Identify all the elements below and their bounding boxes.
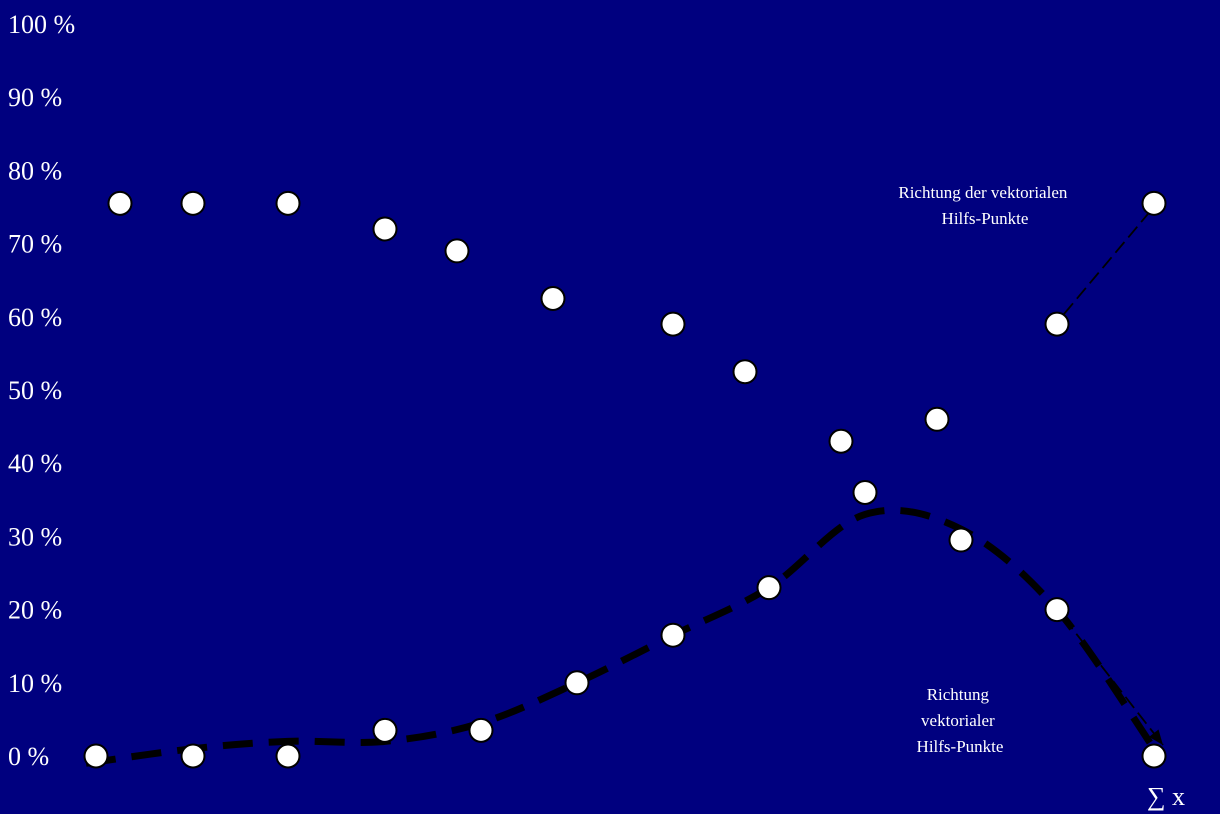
lower-series-point xyxy=(1044,597,1070,623)
upper-series-point xyxy=(180,190,206,216)
lower-series-point xyxy=(948,527,974,553)
upper-series-point xyxy=(444,238,470,264)
y-tick-label: 50 % xyxy=(8,376,62,405)
lower-series-point xyxy=(1141,743,1167,769)
direction-arrow-lower xyxy=(1063,617,1164,746)
y-tick-label: 20 % xyxy=(8,596,62,625)
y-tick-label: 10 % xyxy=(8,669,62,698)
lower-series-point xyxy=(83,743,109,769)
y-axis-ticks: 0 % 10 % 20 % 30 % 40 % 50 % 60 % 70 % 80 % 90 % 1… xyxy=(8,10,75,771)
upper-series-point xyxy=(1044,311,1070,337)
y-tick-label: 30 % xyxy=(8,522,62,551)
upper-series-point xyxy=(540,286,566,311)
data-points-layer xyxy=(83,190,1167,769)
upper-series-point xyxy=(275,190,301,216)
upper-series-point xyxy=(660,311,686,337)
lower-series-point xyxy=(180,743,206,769)
lower-series-point xyxy=(660,622,686,648)
upper-series-point xyxy=(107,190,133,216)
lower-series-point xyxy=(756,575,782,601)
lower-series-point xyxy=(564,670,590,696)
dashed-trend-line xyxy=(85,506,1157,767)
trend-curve-layer xyxy=(85,506,1157,767)
upper-series-point xyxy=(732,359,758,385)
y-tick-label: 100 % xyxy=(8,10,75,39)
y-tick-label: 60 % xyxy=(8,303,62,332)
direction-arrows xyxy=(1063,195,1164,746)
y-tick-label: 90 % xyxy=(8,83,62,112)
upper-series-point xyxy=(372,216,398,242)
annotation-lower: Richtung vektorialer Hilfs-Punkte xyxy=(917,685,1004,756)
y-tick-label: 80 % xyxy=(8,156,62,185)
upper-series-point xyxy=(828,428,854,454)
y-tick-label: 70 % xyxy=(8,230,62,259)
annotation-upper: Richtung der vektorialen Hilfs-Punkte xyxy=(898,183,1071,228)
lower-series-point xyxy=(275,743,301,769)
y-tick-label: 40 % xyxy=(8,449,62,478)
lower-series-point xyxy=(852,479,878,505)
upper-series-point xyxy=(1141,190,1167,216)
lower-series-point xyxy=(372,717,398,743)
upper-series-point xyxy=(924,406,950,432)
lower-series-point xyxy=(468,717,494,743)
y-tick-label: 0 % xyxy=(8,742,49,771)
x-axis-label: ∑ x xyxy=(1147,782,1185,811)
